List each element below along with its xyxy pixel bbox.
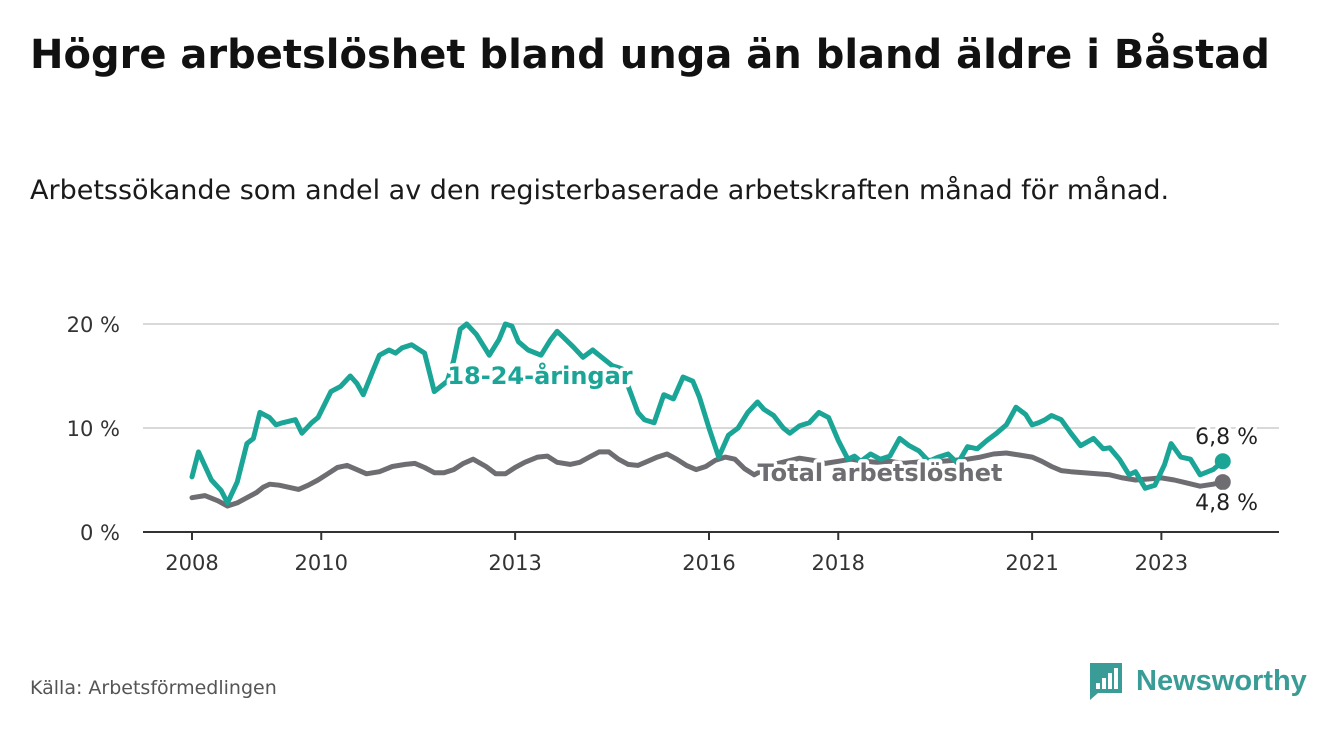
y-axis-ticks: 0 % 10 % 20 %	[67, 313, 120, 545]
line-chart: 0 % 10 % 20 % 2008 2010 2013 2016 2018 2021 2023…	[67, 313, 1279, 575]
y-tick-label: 10 %	[67, 417, 120, 441]
newsworthy-logo: Newsworthy	[1088, 660, 1307, 702]
series-lines	[189, 321, 1231, 509]
total-series-label: Total arbetslöshet	[757, 459, 1002, 487]
x-tick-label: 2023	[1135, 551, 1188, 575]
chart-title: Högre arbetslöshet bland unga än bland ä…	[30, 32, 1270, 78]
x-tick-label: 2016	[682, 551, 735, 575]
y-tick-label: 0 %	[80, 521, 120, 545]
y-tick-label: 20 %	[67, 313, 120, 337]
newsworthy-logo-icon	[1090, 663, 1122, 700]
total-end-value-label: 4,8 %	[1195, 491, 1258, 516]
x-tick-label: 2010	[295, 551, 348, 575]
source-note: Källa: Arbetsförmedlingen	[30, 677, 277, 699]
total-series-end-point	[1214, 474, 1231, 491]
youth-series-label: 18-24-åringar	[447, 361, 632, 390]
x-axis-ticks: 2008 2010 2013 2016 2018 2021 2023	[165, 532, 1188, 575]
series-labels: 18-24-åringar Total arbetslöshet 6,8 % 4,8 …	[444, 358, 1262, 520]
x-tick-label: 2008	[165, 551, 218, 575]
youth-series-end-point	[1214, 453, 1231, 470]
x-tick-label: 2021	[1005, 551, 1058, 575]
x-tick-label: 2013	[488, 551, 541, 575]
x-tick-label: 2018	[812, 551, 865, 575]
youth-series-line	[189, 321, 1226, 506]
gridlines	[143, 323, 1279, 429]
total-series-line	[189, 449, 1226, 509]
chart-subtitle: Arbetssökande som andel av den registerb…	[30, 175, 1170, 206]
youth-end-value-label: 6,8 %	[1195, 425, 1258, 450]
brand-name: Newsworthy	[1136, 664, 1307, 697]
